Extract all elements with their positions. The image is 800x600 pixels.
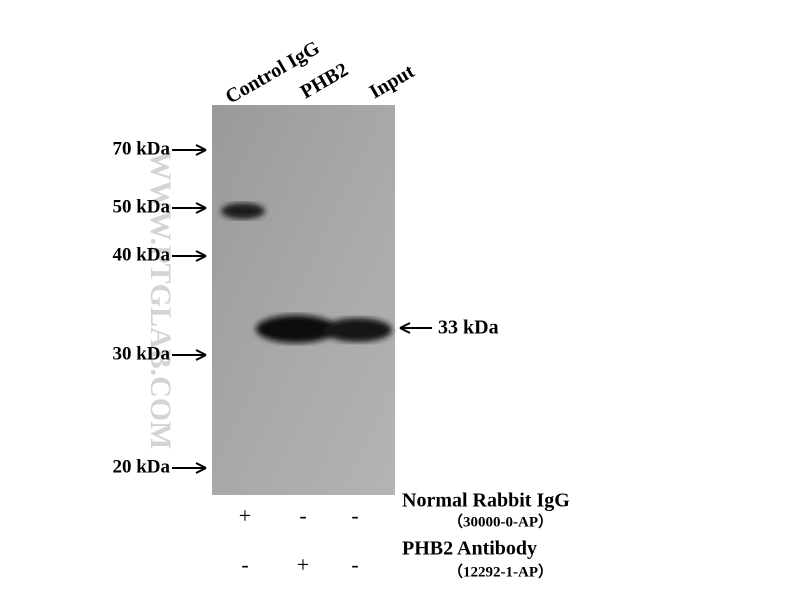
- marker-label: 20 kDa: [112, 456, 170, 477]
- marker-arrow: [172, 462, 207, 474]
- marker-label: 50 kDa: [112, 196, 170, 217]
- reagent-sign: +: [297, 552, 309, 577]
- reagent-name: PHB2 Antibody: [402, 538, 537, 560]
- marker-arrow: [172, 144, 207, 156]
- marker-label: 40 kDa: [112, 244, 170, 265]
- reagent-name: Normal Rabbit IgG: [402, 490, 570, 512]
- reagent-sign: -: [299, 503, 306, 528]
- marker-arrow: [172, 349, 207, 361]
- reagent-catalog: （30000-0-AP）: [448, 512, 553, 530]
- reagent-sign: -: [241, 552, 248, 577]
- input-band: [324, 318, 392, 342]
- watermark: WWW.PTGLAB.COM: [144, 151, 177, 450]
- blot: [212, 105, 395, 495]
- marker-arrow: [172, 202, 207, 214]
- lane-label: Input: [366, 60, 419, 103]
- marker-label: 70 kDa: [112, 138, 170, 159]
- band-label: 33 kDa: [438, 317, 499, 339]
- phb2-band: [256, 315, 336, 343]
- reagent-sign: +: [239, 503, 251, 528]
- igg-heavy-band: [221, 203, 265, 219]
- reagent-catalog: （12292-1-AP）: [448, 562, 553, 580]
- band-arrow: [399, 322, 432, 334]
- reagent-sign: -: [351, 503, 358, 528]
- marker-label: 30 kDa: [112, 343, 170, 364]
- reagent-sign: -: [351, 552, 358, 577]
- marker-arrow: [172, 250, 207, 262]
